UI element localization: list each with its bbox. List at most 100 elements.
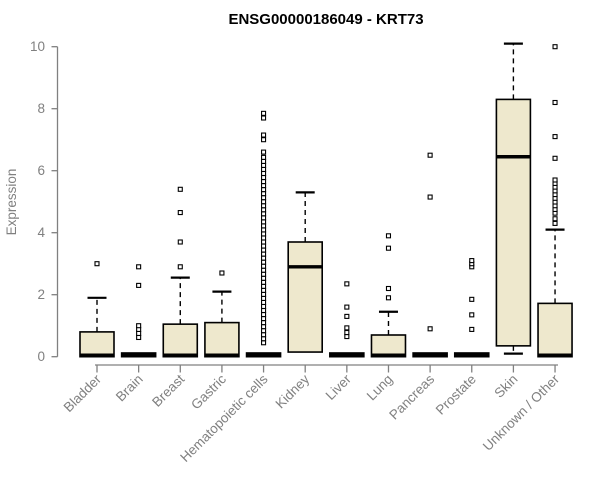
box [204, 321, 240, 358]
outlier-point [261, 267, 267, 273]
outlier-point [261, 336, 267, 342]
outlier-point [261, 263, 267, 269]
outlier-point [261, 149, 267, 155]
outlier-point [427, 194, 433, 200]
outlier-point [385, 245, 392, 251]
box [287, 241, 324, 353]
outlier-point [427, 152, 433, 158]
x-tick-label: Prostate [433, 372, 479, 418]
outlier-point [261, 183, 267, 189]
outlier-point [261, 162, 267, 168]
outlier-point [261, 215, 267, 221]
y-tick-label: 8 [37, 101, 45, 116]
chart-title: ENSG00000186049 - KRT73 [228, 11, 423, 28]
x-tick-label: Pancreas [386, 371, 437, 422]
box [537, 302, 573, 358]
outlier-point [261, 255, 267, 261]
outlier-point [385, 295, 392, 301]
outlier-point [261, 199, 267, 205]
outlier-point [261, 295, 267, 301]
outlier-point [177, 186, 183, 192]
outlier-point [261, 275, 267, 281]
outlier-point [261, 239, 267, 245]
outlier-point [261, 223, 267, 229]
outlier-point [261, 279, 267, 285]
outlier-point [261, 179, 267, 185]
outlier-point [136, 282, 142, 288]
outlier-point [261, 299, 267, 306]
outlier-point [261, 287, 267, 293]
outlier-point [344, 281, 350, 287]
outlier-point [261, 340, 267, 346]
outlier-point [94, 261, 100, 267]
outlier-point [427, 326, 433, 332]
outlier-point [261, 247, 267, 253]
outlier-point [261, 311, 267, 318]
outlier-point [261, 227, 267, 233]
outlier-point [261, 283, 267, 289]
x-tick-label: Skin [491, 372, 520, 401]
outlier-point [261, 219, 267, 225]
outlier-point [136, 323, 142, 329]
outlier-point [344, 304, 350, 310]
box [79, 331, 115, 358]
outlier-point [261, 291, 267, 297]
x-tick-label: Bladder [61, 371, 105, 415]
outlier-point [261, 271, 267, 277]
outlier-point [261, 137, 267, 143]
outlier-point [469, 326, 475, 332]
outlier-point [177, 264, 183, 270]
outlier-point [385, 285, 392, 292]
outlier-point [136, 334, 142, 341]
outlier-point [552, 216, 558, 222]
outlier-point [261, 307, 267, 314]
outlier-point [261, 110, 267, 116]
outlier-point [261, 211, 267, 217]
outlier-point [261, 259, 267, 265]
outlier-point [261, 132, 267, 138]
y-axis-title: Expression [4, 169, 19, 236]
outlier-point [261, 166, 267, 173]
outlier-point [261, 191, 267, 197]
outlier-point [261, 231, 267, 237]
outlier-point [261, 115, 267, 121]
outlier-point [136, 264, 142, 270]
outlier-point [552, 220, 558, 226]
outlier-point [177, 210, 183, 216]
outlier-point [552, 134, 558, 140]
outlier-point [261, 187, 267, 193]
box [370, 334, 407, 358]
x-tick-label: Gastric [188, 371, 229, 412]
y-tick-label: 2 [37, 287, 45, 302]
outlier-point [261, 154, 267, 160]
outlier-point [261, 174, 267, 181]
outlier-point [136, 330, 142, 337]
outlier-point [552, 177, 558, 183]
outlier-point [261, 324, 267, 330]
outlier-point [261, 332, 267, 338]
outlier-point [261, 243, 267, 249]
outlier-point [552, 155, 558, 161]
y-tick-label: 10 [30, 39, 45, 54]
outlier-point [261, 203, 267, 209]
outlier-point [344, 333, 350, 340]
outlier-point [552, 99, 558, 106]
outlier-point [344, 329, 350, 336]
x-tick-label: Kidney [273, 371, 313, 411]
outlier-point [261, 251, 267, 257]
x-tick-label: Unknown / Other [480, 371, 563, 454]
y-tick-label: 6 [37, 163, 45, 178]
outlier-point [469, 296, 475, 302]
outlier-point [344, 325, 350, 331]
outlier-point [177, 239, 183, 245]
outlier-point [469, 312, 475, 318]
outlier-point [261, 158, 267, 164]
outlier-point [469, 258, 475, 264]
outlier-point [261, 235, 267, 241]
outlier-point [552, 44, 558, 50]
y-tick-label: 0 [37, 349, 45, 364]
outlier-point [261, 328, 267, 334]
